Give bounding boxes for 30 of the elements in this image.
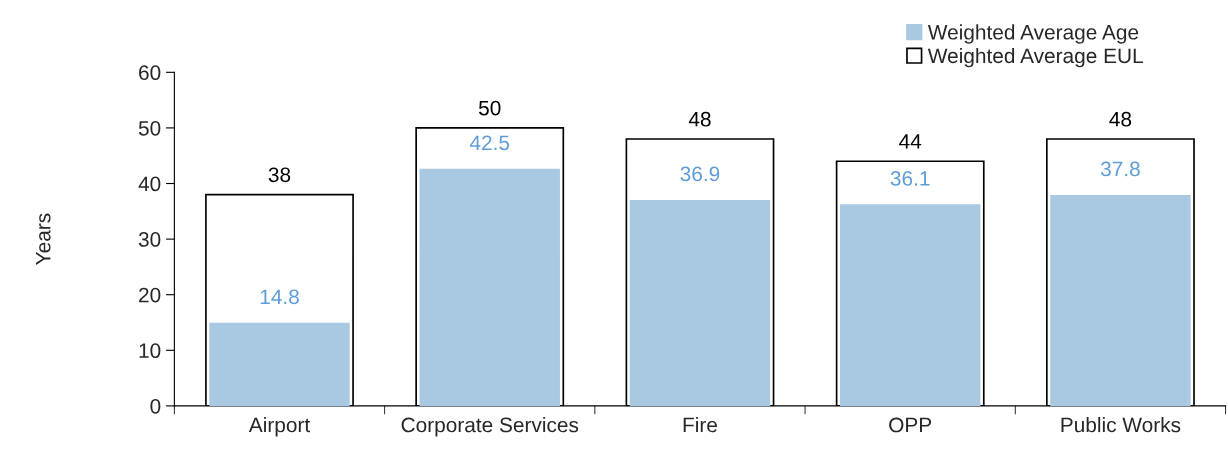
data-label: 36.1 xyxy=(890,171,930,186)
y-axis-title: Years xyxy=(36,213,51,265)
x-tick-label: OPP xyxy=(889,417,932,433)
bar xyxy=(839,204,981,406)
x-tick-label: Airport xyxy=(248,417,311,437)
legend-label: Weighted Average EUL xyxy=(927,47,1143,68)
bar xyxy=(209,322,350,406)
y-tick-label: 20 xyxy=(139,287,161,303)
data-label: 37.8 xyxy=(1100,161,1140,177)
y-tick-label: 60 xyxy=(139,65,161,81)
y-tick-label: 30 xyxy=(138,232,161,247)
data-label: 36.9 xyxy=(680,166,720,182)
bar xyxy=(629,199,771,406)
data-label: 38 xyxy=(268,167,291,183)
x-tick-label: Corporate Services xyxy=(401,417,579,437)
bar xyxy=(1050,194,1191,406)
y-tick-label: 10 xyxy=(139,343,161,359)
y-tick-label: 50 xyxy=(138,120,161,136)
data-label: 48 xyxy=(1109,111,1132,127)
data-label: 48 xyxy=(688,111,711,127)
data-label: 14.8 xyxy=(260,289,299,305)
data-label: 44 xyxy=(899,134,922,149)
x-tick-label: Fire xyxy=(683,417,717,433)
bar xyxy=(419,168,560,406)
legend-label: Weighted Average Age xyxy=(927,24,1139,44)
x-tick-label: Public Works xyxy=(1061,417,1181,433)
data-label: 42.5 xyxy=(469,135,510,151)
y-tick-label: 0 xyxy=(150,398,161,414)
y-tick-label: 40 xyxy=(138,176,161,192)
data-label: 50 xyxy=(478,100,501,116)
